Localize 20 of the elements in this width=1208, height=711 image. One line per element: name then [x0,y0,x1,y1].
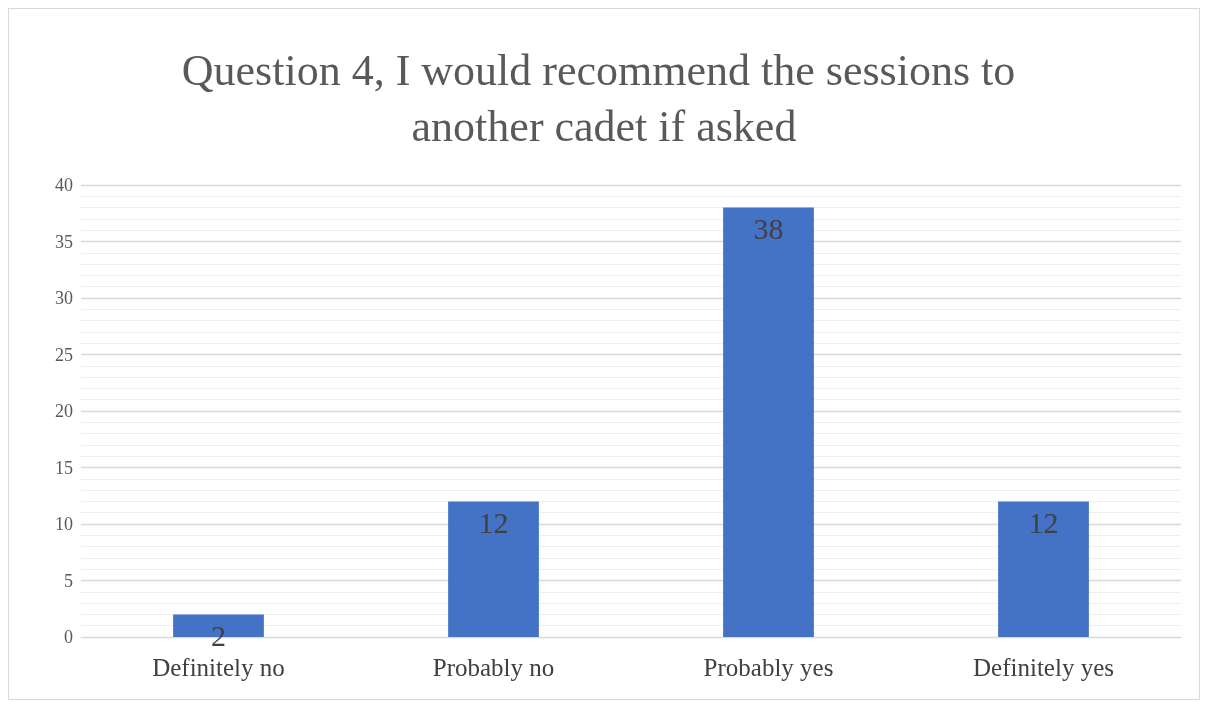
bar [998,501,1089,637]
y-tick-label: 30 [55,288,73,308]
y-tick-label: 20 [55,401,73,421]
y-tick-label: 35 [55,231,73,252]
y-tick-label: 10 [55,514,73,534]
data-label: 38 [753,212,784,246]
chart-title: Question 4, I would recommend the sessions to another cadet if asked [181,45,1027,151]
x-tick-label: Definitely yes [973,654,1114,681]
data-label: 12 [478,505,509,539]
y-tick-label: 15 [55,457,73,478]
bar [723,207,814,637]
x-tick-label: Probably no [432,654,555,681]
y-tick-label: 0 [64,627,73,647]
x-tick-label: Probably yes [703,654,834,681]
y-tick-label: 25 [55,344,73,365]
y-tick-label: 5 [64,570,73,591]
bar [448,501,539,637]
x-tick-label: Definitely no [152,654,285,681]
data-label: 12 [1028,505,1059,539]
y-tick-label: 40 [55,175,73,195]
